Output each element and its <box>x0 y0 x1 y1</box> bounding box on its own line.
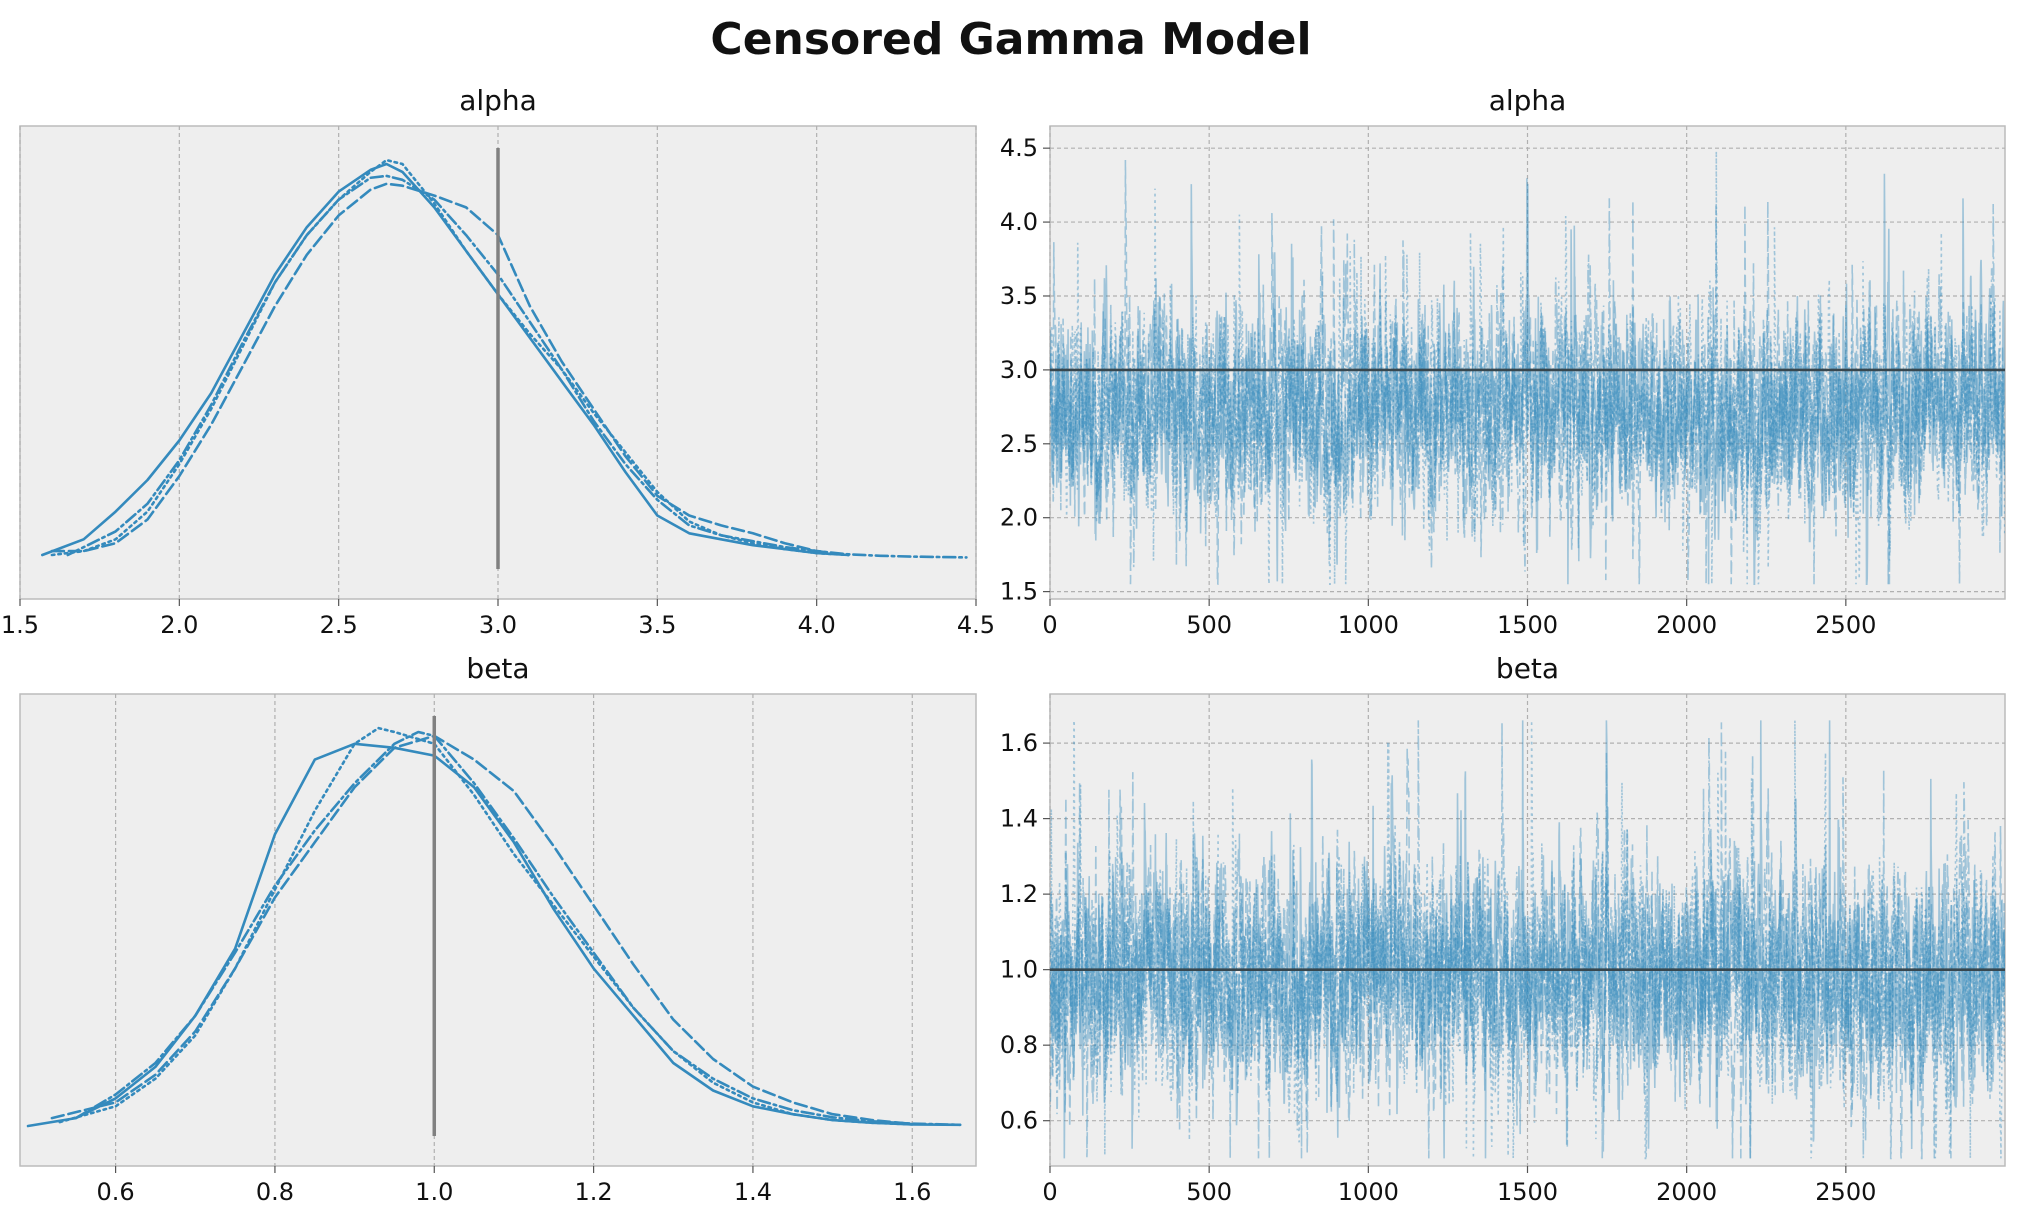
plot-area <box>19 693 977 1167</box>
x-tick-label: 4.0 <box>798 611 836 639</box>
x-tick-label: 2.5 <box>320 611 358 639</box>
x-tick-label: 500 <box>1186 611 1232 639</box>
y-tick-label: 2.0 <box>1000 504 1038 532</box>
x-tick-label: 0.6 <box>97 1178 135 1206</box>
density-line-chain-1 <box>40 162 850 557</box>
x-tick-label: 2000 <box>1656 1178 1717 1206</box>
panel-2: alpha 0 500 1000 1500 2000 2500 1.5 2.0 2.5 3.0 3.5… <box>1000 84 2006 639</box>
y-tick-label: 2.5 <box>1000 430 1038 458</box>
x-tick-label: 4.5 <box>957 611 995 639</box>
x-tick-label: 1.6 <box>893 1178 931 1206</box>
x-tick-label: 1.5 <box>1 611 39 639</box>
y-tick-label: 0.6 <box>1000 1107 1038 1135</box>
density-line-chain-4 <box>74 730 962 1127</box>
density-line-chain-2 <box>50 734 914 1126</box>
trace-chain-2 <box>1050 722 2005 1160</box>
x-tick-label: 1000 <box>1338 611 1399 639</box>
x-tick-label: 3.5 <box>638 611 676 639</box>
figure-title: Censored Gamma Model <box>710 14 1311 65</box>
trace-chain-3 <box>1050 151 2005 586</box>
y-tick-label: 1.6 <box>1000 729 1038 757</box>
y-tick-label: 0.8 <box>1000 1031 1038 1059</box>
trace-chain-4 <box>1050 720 2005 1160</box>
trace-chain-4 <box>1050 198 2005 585</box>
density-line-chain-3 <box>58 726 914 1126</box>
y-tick-label: 1.0 <box>1000 956 1038 984</box>
subplot-title: alpha <box>1489 84 1567 117</box>
x-tick-label: 1.4 <box>734 1178 772 1206</box>
x-tick-label: 1.0 <box>415 1178 453 1206</box>
x-tick-label: 0 <box>1042 1178 1057 1206</box>
x-tick-label: 0 <box>1042 611 1057 639</box>
trace-lines <box>1050 719 2005 1160</box>
trace-chain-3 <box>1050 719 2005 1160</box>
subplot-title: beta <box>466 652 529 685</box>
panel-1: alpha 1.5 2.0 2.5 3.0 3.5 4.0 4.5 <box>1 84 995 639</box>
x-tick-label: 1.2 <box>575 1178 613 1206</box>
density-line-chain-2 <box>50 182 850 557</box>
y-tick-label: 1.5 <box>1000 578 1038 606</box>
subplot-title: beta <box>1496 652 1559 685</box>
x-tick-label: 500 <box>1186 1178 1232 1206</box>
y-tick-label: 4.0 <box>1000 208 1038 236</box>
x-tick-label: 3.0 <box>479 611 517 639</box>
x-tick-label: 2500 <box>1815 611 1876 639</box>
x-tick-label: 2.0 <box>160 611 198 639</box>
trace-lines <box>1050 151 2005 586</box>
x-tick-label: 2500 <box>1815 1178 1876 1206</box>
trace-chain-1 <box>1050 173 2005 586</box>
y-tick-label: 1.2 <box>1000 880 1038 908</box>
trace-chain-2 <box>1050 159 2005 586</box>
panels: alpha 1.5 2.0 2.5 3.0 3.5 4.0 4.5 alpha 0 500 1000 1… <box>1 84 2006 1206</box>
panel-4: beta 0 500 1000 1500 2000 2500 0.6 0.8 1.0 1.2 1.4 1… <box>1000 652 2006 1206</box>
x-tick-label: 1500 <box>1497 1178 1558 1206</box>
y-tick-label: 1.4 <box>1000 805 1038 833</box>
y-tick-label: 4.5 <box>1000 134 1038 162</box>
subplot-title: alpha <box>459 84 537 117</box>
x-tick-label: 0.8 <box>256 1178 294 1206</box>
panel-3: beta 0.6 0.8 1.0 1.2 1.4 1.6 <box>19 652 977 1206</box>
x-tick-label: 1000 <box>1338 1178 1399 1206</box>
y-tick-label: 3.5 <box>1000 282 1038 310</box>
y-tick-label: 3.0 <box>1000 356 1038 384</box>
x-tick-label: 1500 <box>1497 611 1558 639</box>
trace-chain-1 <box>1050 720 2005 1159</box>
x-tick-label: 2000 <box>1656 611 1717 639</box>
